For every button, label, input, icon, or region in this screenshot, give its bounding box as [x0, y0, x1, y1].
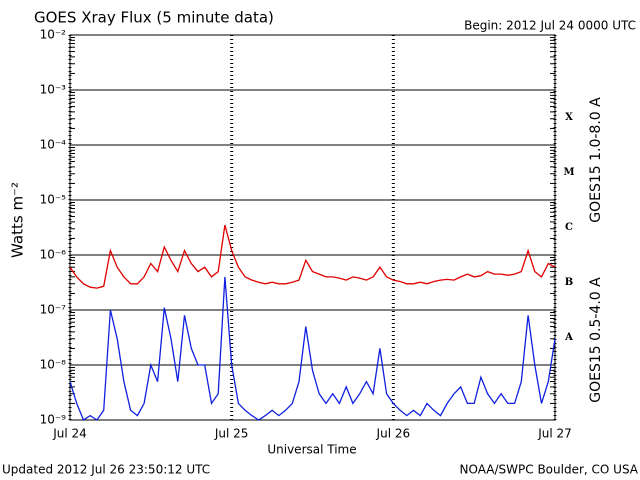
- y-tick-label: 10⁻⁸: [40, 358, 67, 372]
- flare-class-label: C: [565, 222, 573, 233]
- y-tick-label: 10⁻³: [40, 83, 67, 97]
- x-tick-label: Jul 27: [537, 427, 572, 441]
- legend-entry: GOES15 0.5-4.0 A: [588, 277, 604, 403]
- chart-title: GOES Xray Flux (5 minute data): [34, 9, 274, 27]
- flare-class-label: X: [565, 112, 573, 123]
- x-tick-label: Jul 26: [376, 427, 411, 441]
- flux-line: [69, 224, 556, 289]
- begin-label: Begin: 2012 Jul 24 0000 UTC: [464, 19, 636, 33]
- y-tick-label: 10⁻⁷: [40, 303, 67, 317]
- flare-class-label: A: [564, 332, 573, 343]
- footer-updated: Updated 2012 Jul 26 23:50:12 UTC: [2, 463, 210, 477]
- x-axis-label: Universal Time: [267, 443, 356, 457]
- x-tick-label: Jul 25: [214, 427, 249, 441]
- flare-class-label: M: [563, 167, 574, 178]
- y-tick-label: 10⁻⁹: [40, 413, 67, 427]
- x-tick-label: Jul 24: [52, 427, 87, 441]
- flare-class-label: B: [565, 277, 573, 288]
- y-tick-label: 10⁻²: [40, 28, 67, 42]
- legend-entry: GOES15 1.0-8.0 A: [588, 97, 604, 223]
- y-axis-label: Watts m⁻²: [9, 182, 27, 258]
- y-tick-label: 10⁻⁶: [40, 248, 67, 262]
- footer-source: NOAA/SWPC Boulder, CO USA: [460, 463, 639, 477]
- y-tick-label: 10⁻⁵: [40, 193, 67, 207]
- flux-line: [69, 276, 556, 421]
- y-tick-label: 10⁻⁴: [40, 138, 67, 152]
